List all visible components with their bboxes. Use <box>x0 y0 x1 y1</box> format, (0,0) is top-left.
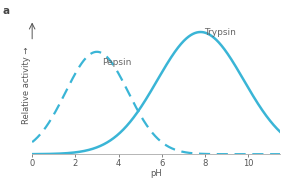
Text: a: a <box>2 6 9 16</box>
Text: Pepsin: Pepsin <box>102 58 132 67</box>
X-axis label: pH: pH <box>150 169 162 178</box>
Text: Trypsin: Trypsin <box>204 28 236 37</box>
Y-axis label: Relative activity →: Relative activity → <box>22 47 31 124</box>
